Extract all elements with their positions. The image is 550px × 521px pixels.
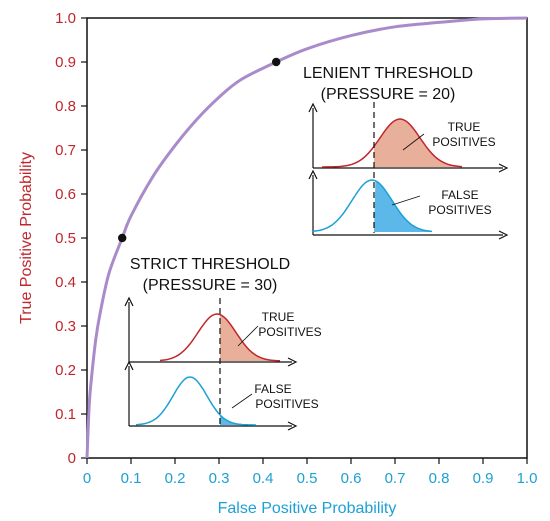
strict-false-pointer	[231, 393, 253, 409]
y-tick-label: 0	[68, 450, 76, 467]
x-tick-label: 0.2	[165, 470, 186, 487]
y-tick-label: 0.4	[55, 274, 76, 291]
strict-annotation: STRICT THRESHOLD (PRESSURE = 30) TRUE PO…	[124, 256, 322, 431]
y-ticks: 0 0.1 0.2 0.3 0.4 0.5 0.6 0.7 0.8 0.9 1.0	[55, 10, 87, 467]
roc-curve-line	[85, 16, 528, 459]
lenient-true-pointer	[402, 133, 425, 151]
lenient-false-pointer	[391, 195, 421, 206]
x-tick-label: 0.4	[253, 470, 274, 487]
strict-true-positive-fill	[220, 314, 280, 361]
strict-true-label-2: POSITIVES	[258, 325, 321, 339]
lenient-title-line-2: (PRESSURE = 20)	[321, 86, 456, 103]
lenient-annotation: LENIENT THRESHOLD (PRESSURE = 20) TRUE P…	[303, 65, 509, 240]
lenient-true-label-1: TRUE	[448, 120, 481, 134]
x-tick-label: 0.3	[209, 470, 230, 487]
plot-frame	[86, 17, 528, 459]
x-tick-label: 0.7	[385, 470, 406, 487]
y-tick-label: 0.2	[55, 362, 76, 379]
y-tick-label: 0.9	[55, 54, 76, 71]
threshold-point	[272, 57, 281, 67]
strict-false-label-1: FALSE	[254, 382, 291, 396]
x-tick-label: 0.1	[121, 470, 142, 487]
strict-bottom-axes	[124, 360, 298, 431]
lenient-false-label-1: FALSE	[441, 188, 478, 202]
x-tick-label: 0.5	[297, 470, 318, 487]
lenient-title-line-1: LENIENT THRESHOLD	[303, 65, 473, 82]
lenient-false-curve	[311, 179, 433, 233]
strict-true-curve	[159, 313, 281, 362]
strict-title-line-2: (PRESSURE = 30)	[143, 277, 278, 294]
strict-top-axes	[124, 296, 298, 367]
x-ticks: 0 0.1 0.2 0.3 0.4 0.5 0.6 0.7 0.8 0.9 1.0	[83, 458, 538, 487]
lenient-true-positive-fill	[374, 119, 462, 167]
x-tick-label: 0	[83, 470, 91, 487]
lenient-true-label-2: POSITIVES	[432, 135, 495, 149]
lenient-true-curve	[322, 118, 463, 168]
y-tick-label: 0.3	[55, 318, 76, 335]
x-axis-title: False Positive Probability	[218, 500, 397, 517]
strict-true-label-1: TRUE	[262, 310, 295, 324]
x-tick-label: 0.9	[473, 470, 494, 487]
lenient-bottom-axes	[308, 169, 509, 240]
y-tick-label: 1.0	[55, 10, 76, 27]
threshold-point	[118, 233, 127, 243]
strict-false-positive-fill	[220, 414, 256, 425]
x-tick-label: 0.6	[341, 470, 362, 487]
x-tick-label: 1.0	[517, 470, 538, 487]
y-tick-label: 0.1	[55, 406, 76, 423]
strict-false-label-2: POSITIVES	[255, 397, 318, 411]
roc-points	[118, 57, 281, 243]
y-tick-label: 0.7	[55, 142, 76, 159]
y-axis-title: True Positive Probability	[18, 152, 35, 324]
y-tick-label: 0.6	[55, 186, 76, 203]
x-tick-label: 0.8	[429, 470, 450, 487]
strict-title-line-1: STRICT THRESHOLD	[130, 256, 290, 273]
lenient-false-positive-fill	[374, 180, 432, 232]
strict-true-pointer	[237, 325, 259, 347]
strict-false-curve	[135, 376, 256, 426]
lenient-false-label-2: POSITIVES	[428, 203, 491, 217]
y-tick-label: 0.5	[55, 230, 76, 247]
y-tick-label: 0.8	[55, 98, 76, 115]
lenient-top-axes	[308, 102, 509, 173]
